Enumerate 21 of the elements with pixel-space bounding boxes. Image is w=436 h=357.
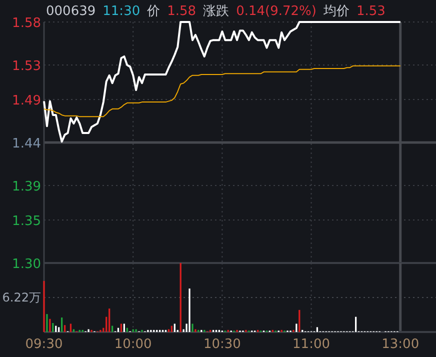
text: 0.14(9.72%) [236,4,316,19]
ref-line-label: 6.22万 [2,290,41,304]
text: 1.53 [356,4,386,19]
x-tick-label: 13:00 [382,337,420,352]
x-tick-label: 10:30 [203,337,241,352]
x-tick-label: 09:30 [25,337,63,352]
chart-subtitle: 11:30 [102,4,140,19]
y-tick-label: 1.39 [12,180,41,195]
y-tick-label: 1.30 [12,257,41,272]
x-tick-label: 11:00 [292,337,330,352]
x-tick-label: 10:00 [114,337,152,352]
text: 1.58 [167,4,196,19]
text: 价 [146,4,160,19]
y-tick-label: 1.35 [12,214,41,229]
chart-title: 000639 [46,4,96,19]
text: 均价 [322,4,350,19]
y-tick-label: 1.44 [12,136,41,152]
y-tick-label: 1.53 [12,59,41,74]
y-tick-label: 1.49 [12,93,41,108]
text: 涨跌 [203,4,230,19]
y-tick-label: 1.58 [12,16,41,31]
